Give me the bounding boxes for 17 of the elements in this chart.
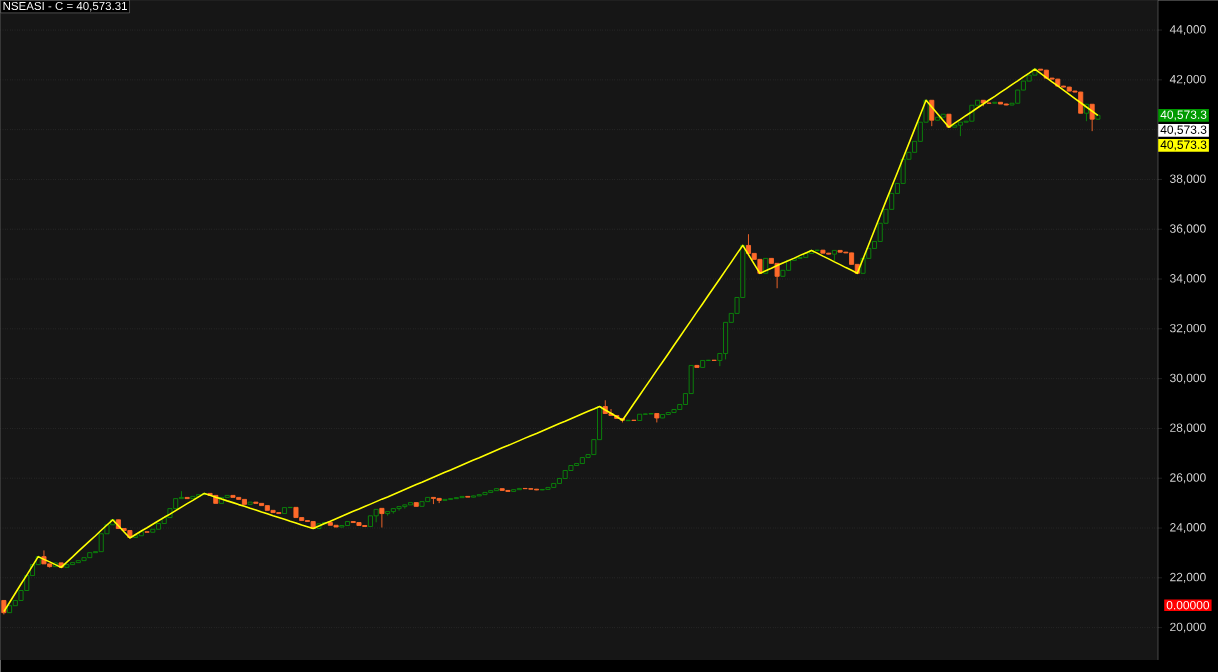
y-tick-label: 30,000 [1170,373,1206,384]
y-tick-label: 20,000 [1170,622,1206,633]
y-tick-label: 42,000 [1169,74,1206,85]
y-tick-label: 28,000 [1170,423,1206,434]
chart-title: NSEASI - C = 40,573.31 [3,1,127,12]
text: 40,573.3 [1160,125,1207,136]
y-tick-label: 24,000 [1170,523,1206,533]
y-tick-label: 26,000 [1170,473,1206,484]
y-tick-label: 44,000 [1169,25,1206,36]
y-tick-label: 22,000 [1170,572,1206,583]
y-tick-label: 38,000 [1170,174,1206,185]
y-tick-label: 32,000 [1170,323,1206,334]
text: 40,573.3 [1160,110,1207,121]
y-tick-label: 36,000 [1170,224,1206,235]
y-tick-label: 34,000 [1170,274,1206,285]
text: 40,573.3 [1160,140,1207,151]
text: 0.00000 [1166,600,1210,610]
